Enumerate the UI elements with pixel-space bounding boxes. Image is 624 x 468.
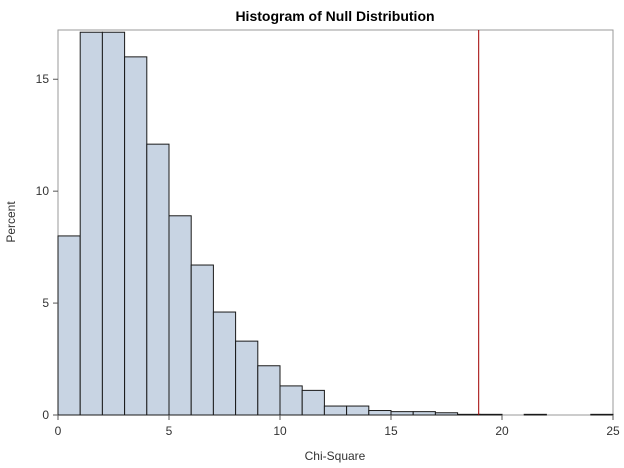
histogram-bar-1 xyxy=(79,31,103,416)
x-axis-label: Chi-Square xyxy=(305,449,366,463)
histogram-bar-16 xyxy=(412,411,436,416)
histogram-bar-2 xyxy=(101,31,126,416)
y-tick-label-1: 5 xyxy=(42,296,49,310)
y-axis-label: Percent xyxy=(4,201,18,243)
histogram-bar-13 xyxy=(346,405,370,416)
x-tick-label-3: 15 xyxy=(384,424,398,438)
histogram-bar-21 xyxy=(523,413,547,416)
histogram-bar-24 xyxy=(590,413,614,416)
histogram-bar-3 xyxy=(124,56,148,416)
x-tick-label-0: 0 xyxy=(55,424,62,438)
x-tick-label-4: 20 xyxy=(495,424,509,438)
histogram-bar-10 xyxy=(279,385,303,416)
histogram-bar-9 xyxy=(257,365,281,416)
x-axis: 0 5 10 15 20 25 xyxy=(55,415,620,438)
histogram-bar-15 xyxy=(390,411,414,416)
x-tick-label-5: 25 xyxy=(606,424,620,438)
y-tick-label-3: 15 xyxy=(36,72,50,86)
y-tick-label-2: 10 xyxy=(36,184,50,198)
histogram-bar-0 xyxy=(57,235,81,416)
histogram-bar-7 xyxy=(212,311,237,416)
y-tick-label-0: 0 xyxy=(42,408,49,422)
histogram-bar-14 xyxy=(368,410,392,416)
x-tick-label-2: 10 xyxy=(273,424,287,438)
histogram-bar-4 xyxy=(146,143,170,416)
y-axis: 0 5 10 15 xyxy=(36,72,58,422)
x-tick-label-1: 5 xyxy=(166,424,173,438)
chart-title: Histogram of Null Distribution xyxy=(235,8,434,24)
histogram-bar-8 xyxy=(235,340,259,416)
histogram-bar-6 xyxy=(190,264,214,416)
histogram-bar-17 xyxy=(434,412,459,416)
bars-group xyxy=(57,31,614,416)
histogram-bar-19 xyxy=(479,413,503,416)
histogram-bar-11 xyxy=(301,389,325,416)
histogram-bar-5 xyxy=(168,215,192,416)
histogram-bar-12 xyxy=(323,405,348,416)
histogram-bar-18 xyxy=(457,413,481,416)
